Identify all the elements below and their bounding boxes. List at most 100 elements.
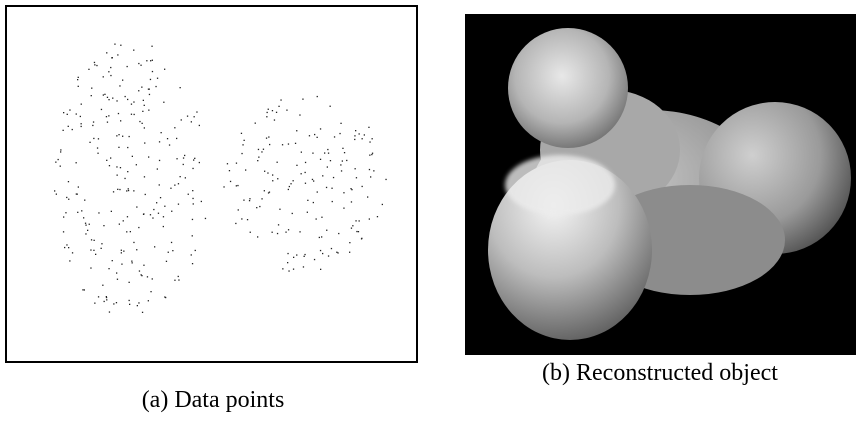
point [89, 141, 91, 143]
point [276, 232, 279, 235]
data-points [54, 43, 387, 313]
point [62, 231, 65, 233]
point [123, 250, 125, 252]
point [126, 65, 128, 68]
point [83, 217, 85, 219]
point [271, 110, 274, 112]
point [343, 192, 345, 194]
point [77, 186, 79, 188]
point [304, 253, 306, 256]
point [261, 198, 263, 200]
point [182, 157, 185, 159]
point [322, 252, 324, 255]
point [294, 142, 297, 144]
point [172, 250, 174, 252]
point [325, 186, 328, 189]
point [337, 252, 339, 254]
point [116, 272, 118, 274]
point [355, 220, 357, 222]
point [133, 49, 135, 51]
point [163, 101, 165, 103]
point [100, 247, 102, 249]
point [286, 109, 288, 111]
point [97, 296, 100, 298]
point [116, 166, 118, 168]
point [267, 192, 270, 194]
point [118, 223, 120, 225]
point [352, 225, 354, 227]
point [184, 154, 186, 157]
point [65, 212, 67, 214]
point [330, 247, 333, 250]
point [340, 122, 342, 124]
point [141, 86, 143, 88]
point [242, 144, 244, 146]
point [119, 167, 122, 169]
point [314, 133, 316, 136]
point [138, 270, 141, 272]
point [192, 203, 194, 205]
point [313, 180, 315, 182]
point [131, 262, 133, 264]
point [118, 146, 120, 148]
point [108, 165, 111, 167]
point [292, 268, 295, 270]
point [349, 242, 351, 244]
point [115, 302, 118, 304]
point [154, 246, 156, 248]
point [321, 236, 323, 238]
point [269, 143, 271, 146]
point [127, 98, 129, 101]
point [92, 124, 94, 127]
point [304, 161, 307, 164]
point [141, 311, 144, 313]
point [282, 268, 284, 270]
point [182, 163, 184, 166]
point [141, 122, 143, 124]
point [307, 199, 309, 201]
point [249, 198, 251, 200]
point [291, 212, 293, 215]
point [350, 227, 353, 229]
point [140, 274, 142, 276]
point [177, 275, 179, 278]
point [290, 183, 292, 185]
point [351, 189, 353, 191]
point [228, 170, 231, 172]
point [193, 116, 195, 118]
point [229, 180, 232, 183]
point [319, 158, 322, 160]
point [101, 243, 103, 245]
point [143, 176, 146, 178]
point [340, 170, 343, 172]
point [87, 229, 89, 231]
point [223, 186, 225, 188]
point [117, 54, 119, 56]
point [59, 165, 61, 167]
point [127, 171, 129, 173]
point [80, 103, 82, 105]
point [133, 113, 135, 116]
point [331, 187, 333, 189]
point [152, 217, 154, 219]
point [133, 241, 135, 244]
point [299, 231, 301, 233]
point [110, 66, 112, 69]
point [124, 95, 126, 98]
point [273, 119, 276, 121]
point [237, 184, 239, 187]
point [68, 247, 70, 249]
point [355, 177, 358, 179]
point [326, 166, 328, 168]
point [339, 132, 341, 135]
point [149, 78, 152, 81]
point [149, 214, 152, 216]
point [170, 187, 172, 189]
point [68, 198, 70, 200]
point [146, 276, 149, 278]
point [311, 178, 314, 181]
point [156, 168, 158, 170]
point [147, 300, 149, 302]
